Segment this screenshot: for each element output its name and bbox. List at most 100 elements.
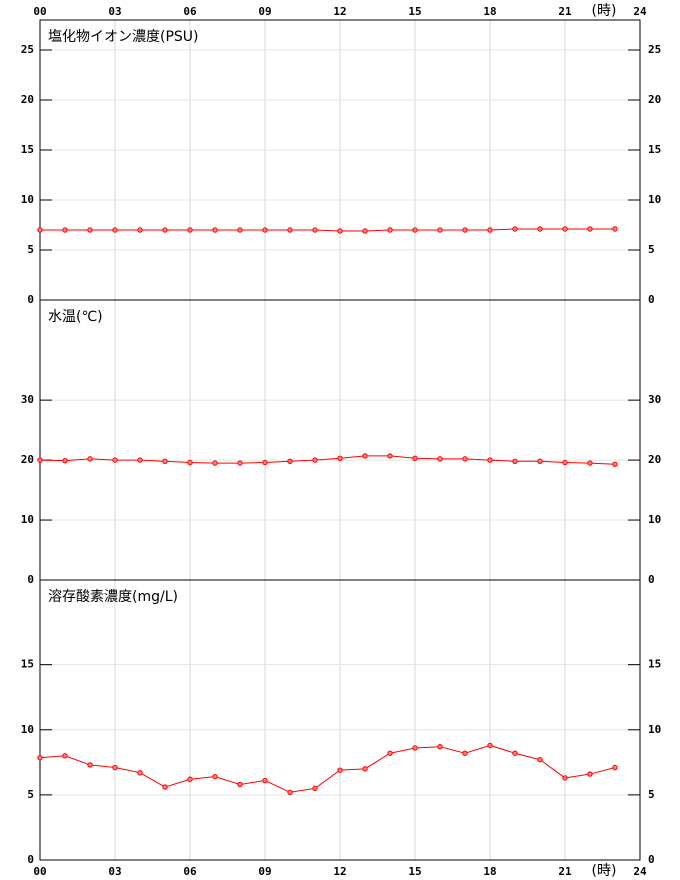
data-point: [87, 762, 93, 768]
data-point: [112, 764, 118, 771]
data-point: [462, 227, 468, 233]
data-point: [337, 228, 343, 234]
y-tick-label: 0: [648, 573, 655, 586]
x-tick-label: 12: [333, 5, 346, 18]
x-tick-label: 24: [633, 5, 647, 18]
y-tick-label: 5: [648, 788, 655, 801]
data-point: [212, 773, 218, 780]
x-tick-label: 18: [483, 5, 496, 18]
x-tick-label: 18: [483, 865, 496, 878]
data-point: [112, 227, 118, 233]
x-tick-label: 09: [258, 5, 271, 18]
data-point: [137, 457, 143, 463]
panel-title: 水温(℃): [48, 309, 103, 325]
data-point: [512, 458, 518, 464]
data-point: [337, 767, 343, 773]
y-tick-label: 30: [648, 393, 661, 406]
data-point: [462, 456, 468, 462]
data-point: [87, 227, 93, 233]
data-point: [487, 227, 493, 233]
data-point: [187, 776, 193, 782]
panel-frame: [39, 579, 641, 861]
data-point: [437, 743, 443, 750]
data-point: [462, 750, 468, 756]
y-tick-label: 20: [21, 453, 34, 466]
y-tick-label: 25: [648, 43, 661, 56]
data-point: [237, 227, 243, 233]
data-point: [237, 460, 243, 466]
data-point: [487, 457, 493, 463]
x-tick-label: 03: [108, 5, 121, 18]
data-point: [612, 461, 618, 467]
x-tick-label: 21: [558, 865, 572, 878]
data-point: [262, 227, 268, 233]
data-point: [362, 453, 368, 459]
y-tick-label: 0: [648, 293, 655, 306]
data-point: [37, 755, 43, 761]
x-axis-label: (時): [592, 863, 617, 879]
data-point: [212, 460, 218, 466]
x-tick-label: 09: [258, 865, 271, 878]
data-point: [162, 458, 168, 464]
x-tick-label: 06: [183, 5, 197, 18]
y-tick-label: 15: [648, 658, 661, 671]
data-line: [40, 228, 615, 232]
y-tick-label: 10: [21, 193, 34, 206]
y-tick-label: 10: [648, 513, 661, 526]
y-tick-label: 0: [27, 573, 34, 586]
data-point: [562, 775, 568, 781]
data-point: [337, 455, 343, 461]
data-point: [537, 226, 543, 232]
y-tick-label: 5: [27, 243, 34, 256]
y-tick-label: 0: [27, 853, 34, 866]
y-tick-label: 0: [648, 853, 655, 866]
y-tick-label: 5: [648, 243, 655, 256]
y-tick-label: 10: [21, 513, 34, 526]
data-point: [412, 455, 418, 461]
data-point: [137, 770, 143, 776]
x-tick-label: 06: [183, 865, 197, 878]
data-point: [37, 227, 43, 233]
y-tick-label: 10: [648, 723, 661, 736]
x-tick-label: 12: [333, 865, 346, 878]
data-point: [387, 750, 393, 756]
data-point: [87, 456, 93, 462]
x-tick-label: 00: [33, 865, 46, 878]
data-point: [512, 750, 518, 756]
data-line: [39, 744, 616, 793]
data-point: [387, 453, 393, 459]
data-point: [437, 456, 443, 462]
y-tick-label: 10: [648, 193, 661, 206]
data-point: [412, 227, 418, 233]
panel-title: 塩化物イオン濃度(PSU): [48, 29, 199, 45]
data-point: [387, 227, 393, 233]
data-line: [39, 455, 616, 465]
data-point: [187, 459, 193, 466]
y-tick-label: 15: [648, 143, 661, 156]
data-point: [112, 457, 118, 463]
data-point: [612, 226, 618, 232]
data-point: [187, 227, 193, 233]
data-point: [162, 784, 168, 790]
data-point: [237, 781, 243, 788]
data-point: [512, 226, 518, 232]
data-point: [62, 753, 68, 759]
data-point: [587, 460, 593, 466]
data-point: [487, 742, 493, 749]
data-point: [412, 745, 418, 751]
data-point: [262, 777, 268, 784]
y-tick-label: 15: [21, 658, 34, 671]
data-point: [587, 226, 593, 232]
data-point: [562, 459, 568, 466]
data-point: [37, 457, 43, 463]
data-point: [312, 785, 318, 792]
data-point: [612, 764, 618, 771]
y-tick-label: 10: [21, 723, 34, 736]
data-point: [562, 226, 568, 232]
y-tick-label: 0: [27, 293, 34, 306]
panel-title: 溶存酸素濃度(mg/L): [48, 589, 178, 605]
x-tick-label: 15: [408, 5, 421, 18]
data-point: [362, 766, 368, 772]
data-point: [287, 227, 293, 233]
